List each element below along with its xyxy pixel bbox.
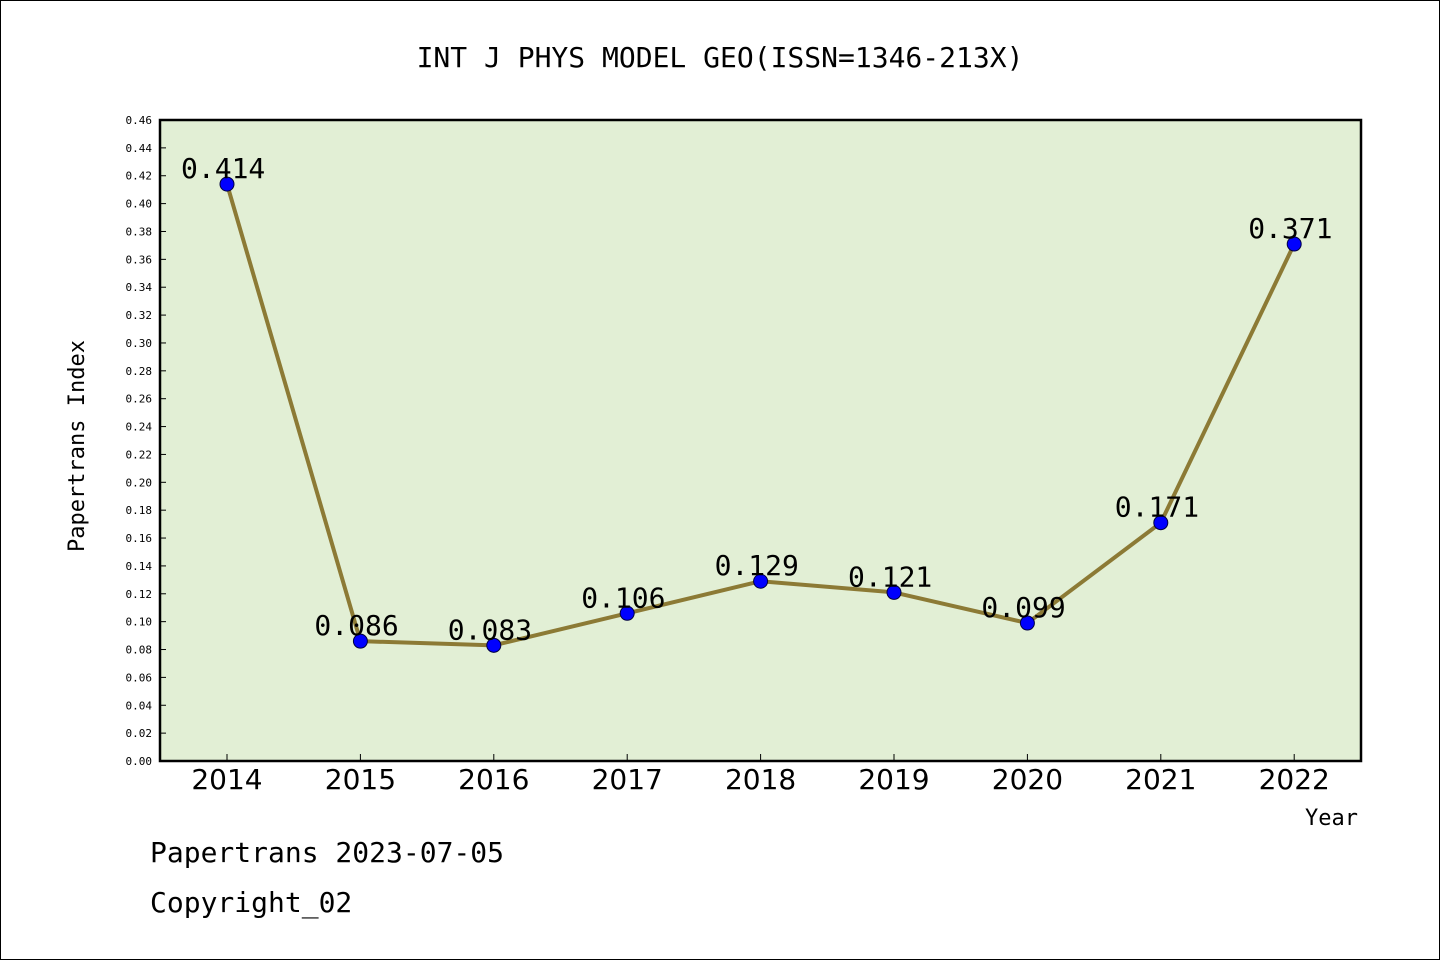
data-label: 0.371 — [1248, 212, 1332, 245]
y-tick-label: 0.30 — [126, 337, 153, 350]
y-tick-label: 0.08 — [126, 644, 153, 657]
y-tick-label: 0.20 — [126, 476, 153, 489]
x-tick-label: 2019 — [858, 763, 929, 796]
data-label: 0.099 — [981, 591, 1065, 624]
y-tick-label: 0.14 — [126, 560, 153, 573]
data-point — [886, 584, 902, 600]
data-label: 0.121 — [848, 560, 932, 593]
y-tick-label: 0.00 — [126, 755, 153, 768]
data-point — [619, 605, 635, 621]
x-tick-label: 2018 — [725, 763, 796, 796]
plot-border — [158, 118, 1363, 763]
y-tick-label: 0.26 — [126, 393, 153, 406]
footer-copyright: Copyright_02 — [150, 886, 353, 919]
y-axis-label: Papertrans Index — [65, 340, 90, 552]
y-tick-label: 0.18 — [126, 504, 153, 517]
y-tick-label: 0.32 — [126, 309, 153, 322]
y-tick-label: 0.44 — [126, 142, 153, 155]
x-tick-label: 2014 — [191, 763, 262, 796]
y-tick-label: 0.46 — [126, 114, 153, 127]
data-point — [1286, 236, 1302, 252]
chart-title: INT J PHYS MODEL GEO(ISSN=1346-213X) — [417, 41, 1024, 74]
x-tick-label: 2022 — [1259, 763, 1330, 796]
data-point — [219, 176, 235, 192]
y-tick-label: 0.22 — [126, 448, 153, 461]
y-tick-label: 0.40 — [126, 198, 153, 211]
data-label: 0.106 — [581, 581, 665, 614]
y-tick-label: 0.34 — [126, 281, 153, 294]
data-point — [352, 633, 368, 649]
data-label: 0.171 — [1115, 491, 1199, 524]
data-label: 0.083 — [448, 613, 532, 646]
x-tick-label: 2021 — [1125, 763, 1196, 796]
plot-background — [160, 120, 1361, 761]
y-tick-label: 0.38 — [126, 225, 153, 238]
y-tick-label: 0.36 — [126, 253, 153, 266]
x-tick-label: 2017 — [592, 763, 663, 796]
x-tick-label: 2020 — [992, 763, 1063, 796]
y-tick-label: 0.42 — [126, 170, 153, 183]
y-tick-label: 0.02 — [126, 727, 153, 740]
footer-source-date: Papertrans 2023-07-05 — [150, 836, 505, 869]
y-tick-label: 0.12 — [126, 588, 153, 601]
y-tick-label: 0.24 — [126, 421, 153, 434]
data-point — [753, 573, 769, 589]
data-point — [1153, 515, 1169, 531]
data-label: 0.129 — [715, 549, 799, 582]
x-axis-label: Year — [1305, 806, 1358, 831]
x-tick-label: 2016 — [458, 763, 529, 796]
y-tick-label: 0.28 — [126, 365, 153, 378]
y-tick-label: 0.06 — [126, 671, 153, 684]
y-tick-label: 0.04 — [126, 699, 153, 712]
plot-area: 0.00 0.02 0.04 0.06 0.08 0.10 0.12 0.14 0.16 0.18… — [126, 114, 1363, 796]
data-label: 0.086 — [314, 609, 398, 642]
y-tick-label: 0.10 — [126, 616, 153, 629]
data-point — [486, 637, 502, 653]
y-tick-label: 0.16 — [126, 532, 153, 545]
data-point — [1019, 615, 1035, 631]
data-label: 0.414 — [181, 152, 265, 185]
x-tick-label: 2015 — [325, 763, 396, 796]
